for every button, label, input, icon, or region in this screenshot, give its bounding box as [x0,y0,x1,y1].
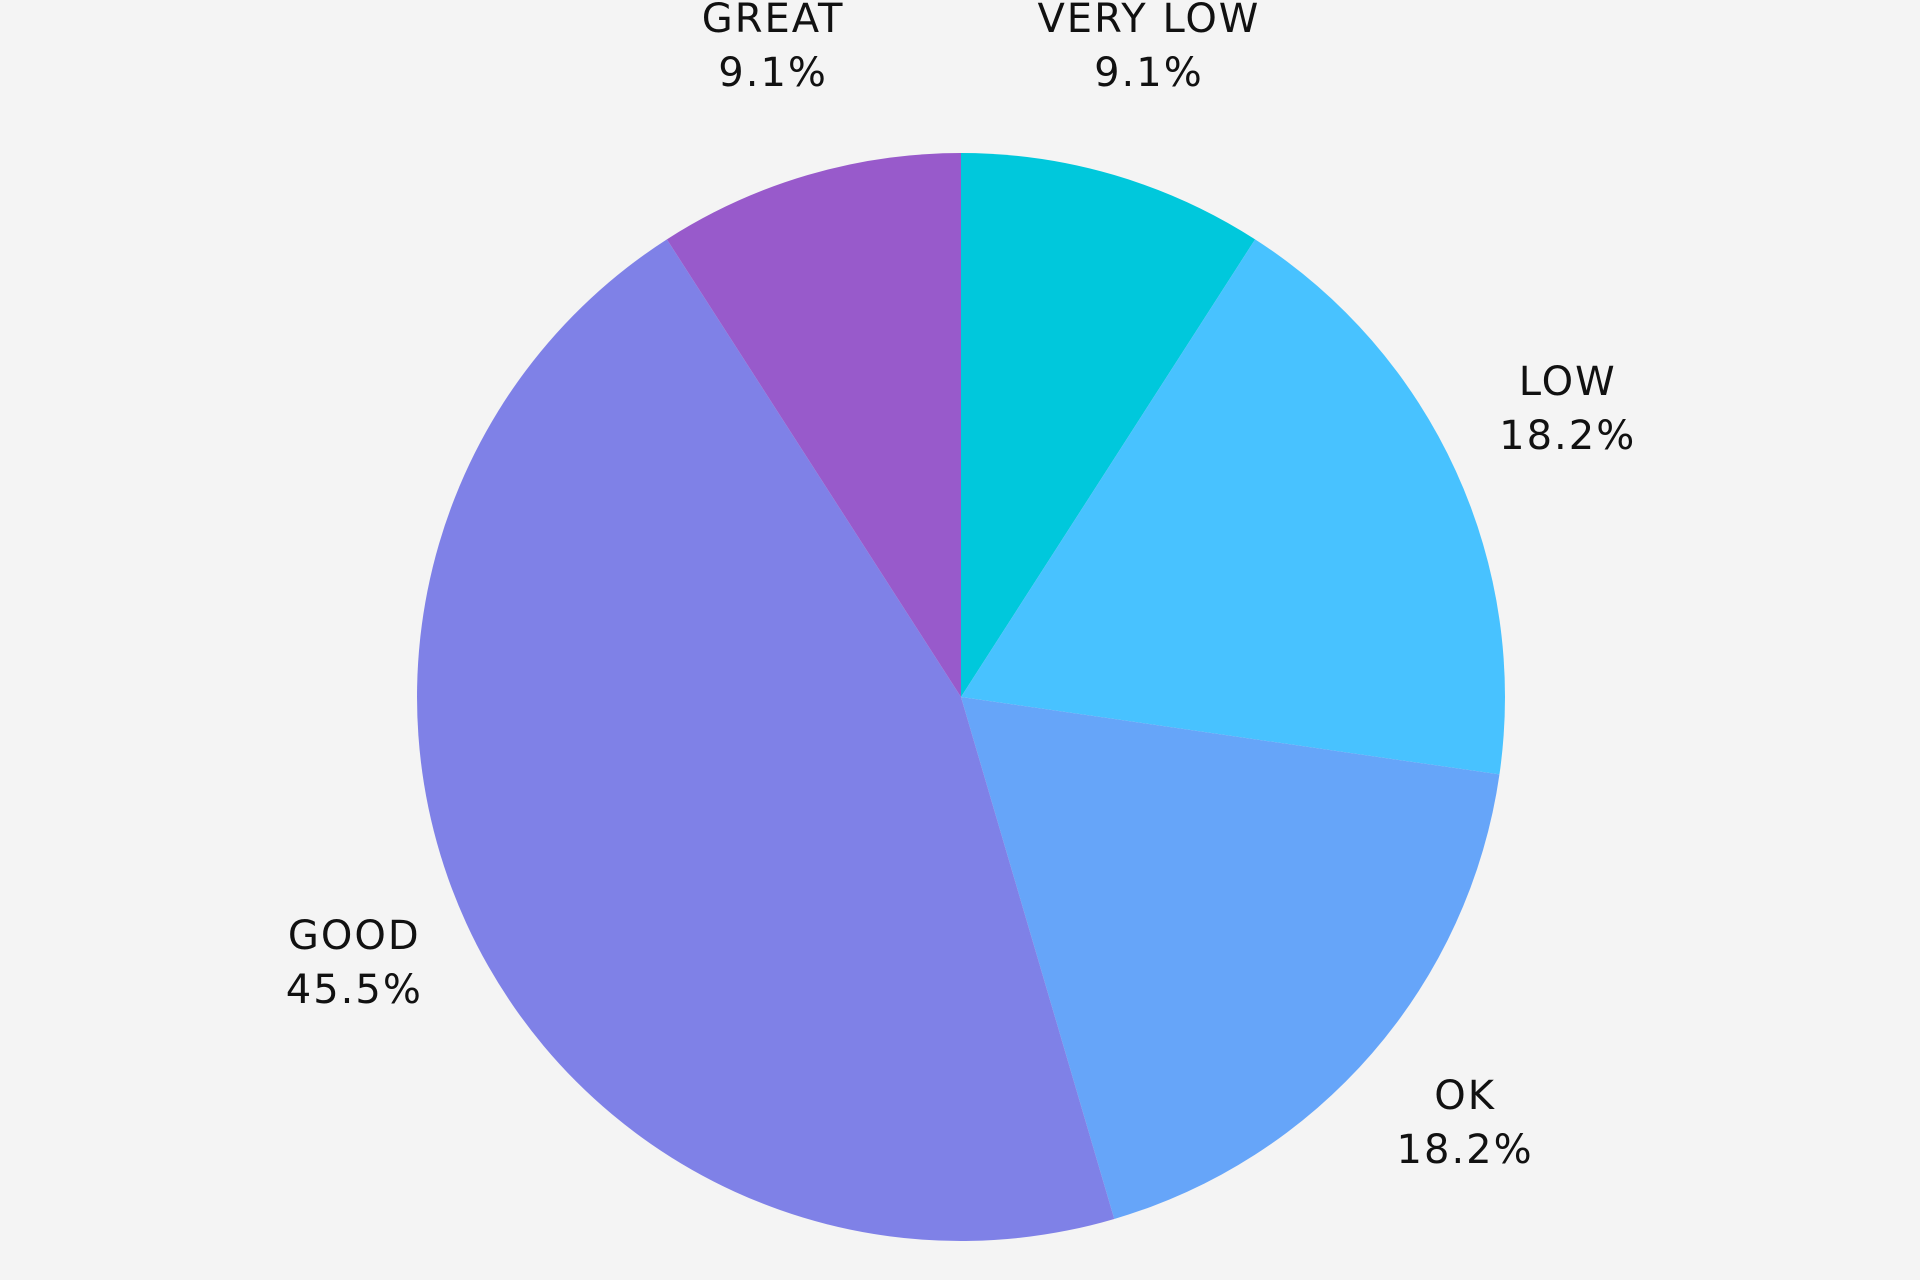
slice-percent-label: 18.2% [1499,413,1636,459]
slice-percent-label: 9.1% [718,50,828,96]
pie-labels: VERY LOW 9.1% LOW 18.2% OK 18.2% GOOD 45.5% GREA… [286,0,1636,1173]
slice-percent-label: 45.5% [286,967,423,1013]
pie-slice-great [666,153,961,697]
pie-slice-low [961,239,1505,775]
slice-category-label: VERY LOW [1037,0,1260,42]
pie-slice-ok [961,697,1500,1219]
slice-category-label: LOW [1519,359,1617,405]
slice-label-great: GREAT 9.1% [702,0,845,96]
pie-slice-very-low [961,153,1256,697]
slice-category-label: OK [1434,1073,1496,1119]
slice-label-ok: OK 18.2% [1397,1073,1534,1173]
pie-slices [417,153,1505,1241]
slice-label-good: GOOD 45.5% [286,913,423,1013]
slice-category-label: GREAT [702,0,845,42]
slice-percent-label: 18.2% [1397,1127,1534,1173]
slice-category-label: GOOD [288,913,421,959]
slice-label-low: LOW 18.2% [1499,359,1636,459]
pie-slice-good [417,239,1115,1241]
slice-label-very-low: VERY LOW 9.1% [1037,0,1260,96]
slice-percent-label: 9.1% [1094,50,1204,96]
